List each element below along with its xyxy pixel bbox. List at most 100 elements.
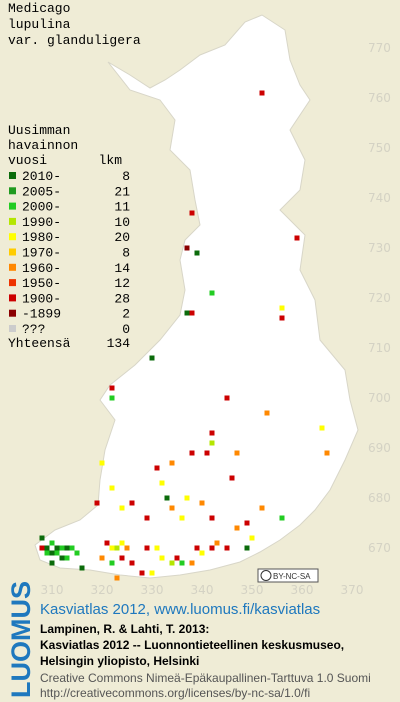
- legend-swatch: [9, 172, 16, 179]
- observation-square: [119, 540, 125, 546]
- observation-square: [154, 465, 160, 471]
- observation-square: [204, 450, 210, 456]
- observation-square: [129, 500, 135, 506]
- observation-square: [209, 290, 215, 296]
- y-tick-label: 670: [368, 541, 391, 555]
- license-badge: BY-NC-SA: [257, 568, 319, 583]
- y-tick-label: 720: [368, 291, 391, 305]
- legend-swatch: [9, 233, 16, 241]
- citation: Helsingin yliopisto, Helsinki: [40, 654, 199, 668]
- observation-square: [44, 545, 50, 551]
- legend-count: 28: [114, 291, 130, 306]
- license-text: Creative Commons Nimeä-Epäkaupallinen-Ta…: [40, 671, 371, 685]
- observation-square: [144, 515, 150, 521]
- observation-square: [109, 385, 115, 391]
- observation-square: [209, 440, 215, 446]
- y-tick-label: 690: [368, 441, 391, 455]
- y-tick-label: 740: [368, 191, 391, 205]
- observation-square: [229, 475, 235, 481]
- legend-label: 1950-: [22, 276, 61, 291]
- observation-square: [264, 410, 270, 416]
- observation-square: [319, 425, 325, 431]
- badge-cc: [260, 570, 272, 581]
- legend-label: 2010-: [22, 169, 61, 184]
- observation-square: [189, 450, 195, 456]
- observation-square: [129, 560, 135, 566]
- legend-total-count: 134: [107, 336, 131, 351]
- observation-square: [249, 535, 255, 541]
- observation-square: [244, 545, 250, 551]
- observation-square: [189, 210, 195, 216]
- legend-swatch: [9, 279, 16, 287]
- x-tick-label: 320: [91, 583, 114, 597]
- observation-square: [224, 395, 230, 401]
- legend-swatch: [9, 187, 16, 195]
- observation-square: [194, 250, 200, 256]
- legend-swatch: [9, 294, 16, 302]
- observation-square: [74, 550, 80, 556]
- observation-square: [224, 545, 230, 551]
- observation-square: [174, 555, 180, 561]
- link: Kasviatlas 2012, www.luomus.fi/kasviatla…: [40, 601, 320, 618]
- title: Medicago: [8, 1, 70, 16]
- badge-box: [257, 568, 319, 583]
- observation-square: [139, 570, 145, 576]
- y-tick-label: 710: [368, 341, 391, 355]
- legend-label: ???: [22, 322, 45, 337]
- observation-square: [149, 570, 155, 576]
- legend-count: 21: [114, 184, 130, 199]
- observation-square: [59, 555, 65, 561]
- y-tick-label: 770: [368, 41, 391, 55]
- observation-square: [184, 245, 190, 251]
- observation-square: [39, 535, 45, 541]
- observation-square: [164, 495, 170, 501]
- observation-square: [259, 90, 265, 96]
- observation-square: [209, 515, 215, 521]
- observation-square: [154, 545, 160, 551]
- y-tick-label: 700: [368, 391, 391, 405]
- observation-square: [64, 555, 70, 561]
- observation-square: [79, 565, 85, 571]
- observation-square: [119, 555, 125, 561]
- citation: Kasviatlas 2012 -- Luonnontieteellinen k…: [40, 638, 344, 652]
- legend-swatch: [9, 263, 16, 271]
- observation-square: [179, 560, 185, 566]
- observation-square: [54, 545, 60, 551]
- observation-square: [279, 305, 285, 311]
- observation-square: [114, 545, 120, 551]
- legend-label: 1970-: [22, 246, 61, 261]
- observation-square: [234, 450, 240, 456]
- y-tick-label: 730: [368, 241, 391, 255]
- observation-square: [109, 560, 115, 566]
- legend-count: 14: [114, 261, 130, 276]
- observation-square: [94, 500, 100, 506]
- legend-count: 20: [114, 230, 130, 245]
- legend-count: 12: [114, 276, 130, 291]
- x-tick-label: 350: [241, 583, 264, 597]
- legend-count: 8: [122, 246, 130, 261]
- y-tick-label: 760: [368, 91, 391, 105]
- title: lupulina: [8, 17, 71, 32]
- observation-square: [104, 540, 110, 546]
- observation-square: [179, 515, 185, 521]
- observation-square: [259, 505, 265, 511]
- legend-header: lkm: [99, 153, 123, 168]
- observation-square: [99, 460, 105, 466]
- legend-header: vuosi: [8, 153, 47, 168]
- legend-swatch: [9, 217, 16, 225]
- legend-label: 1900-: [22, 291, 61, 306]
- observation-square: [149, 355, 155, 361]
- observation-square: [194, 545, 200, 551]
- observation-square: [59, 545, 65, 551]
- observation-square: [49, 560, 55, 566]
- legend-count: 11: [114, 200, 130, 215]
- observation-square: [169, 560, 175, 566]
- y-tick-label: 680: [368, 491, 391, 505]
- observation-square: [279, 315, 285, 321]
- legend-label: 1980-: [22, 230, 61, 245]
- legend-count: 0: [122, 322, 130, 337]
- legend-total-label: Yhteensä: [8, 336, 71, 351]
- observation-square: [49, 550, 55, 556]
- badge-text: BY-NC-SA: [273, 572, 311, 581]
